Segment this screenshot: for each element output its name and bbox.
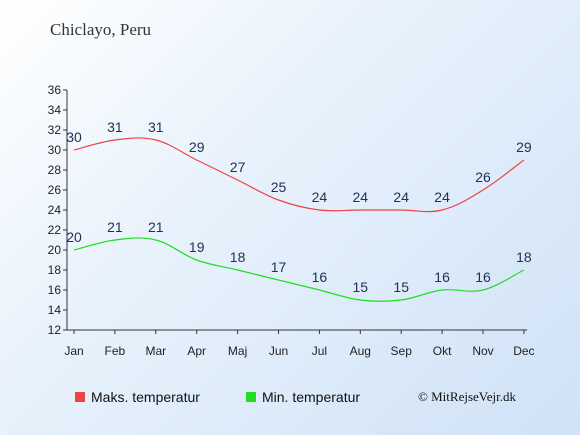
data-label-min: 20 (66, 229, 82, 245)
legend-max: Maks. temperatur (75, 389, 200, 405)
y-tick-label: 34 (48, 103, 62, 117)
data-label-min: 16 (434, 269, 450, 285)
series-line-max (73, 137, 525, 213)
data-label-min: 16 (475, 269, 491, 285)
series-lines (73, 137, 525, 302)
data-label-min: 21 (148, 219, 164, 235)
y-tick-label: 32 (48, 123, 62, 137)
data-label-max: 24 (353, 189, 369, 205)
y-tick-label: 26 (48, 183, 62, 197)
x-tick-label: Dec (513, 344, 534, 358)
data-labels: 30 31 31 29 27 25 24 24 24 24 26 29 20 21 21 19 18 17 16 15… (66, 119, 532, 295)
x-tick-label: Sep (391, 344, 413, 358)
x-tick-label: Apr (187, 344, 206, 358)
legend-min: Min. temperatur (246, 389, 360, 405)
y-tick-label: 18 (48, 263, 62, 277)
x-tick-label: Jun (269, 344, 288, 358)
data-label-min: 18 (516, 249, 532, 265)
y-tick-label: 14 (48, 303, 62, 317)
x-tick-label: Jan (64, 344, 83, 358)
legend-min-swatch (246, 392, 256, 402)
data-label-max: 29 (189, 139, 205, 155)
data-label-max: 30 (66, 129, 82, 145)
y-tick-label: 12 (48, 323, 62, 337)
data-label-max: 29 (516, 139, 532, 155)
data-label-min: 17 (271, 259, 287, 275)
data-label-min: 19 (189, 239, 205, 255)
data-label-max: 24 (434, 189, 450, 205)
y-tick-label: 24 (48, 203, 62, 217)
data-label-min: 18 (230, 249, 246, 265)
axes: 12 14 16 18 20 22 24 26 28 30 32 34 36 Jan Feb Mar Apr Ma… (48, 83, 535, 358)
x-tick-label: Mar (145, 344, 166, 358)
y-tick-label: 16 (48, 283, 62, 297)
series-line-min (73, 237, 525, 302)
legend-min-label: Min. temperatur (262, 389, 361, 405)
data-label-max: 31 (107, 119, 123, 135)
data-label-max: 27 (230, 159, 246, 175)
x-tick-label: Okt (433, 344, 452, 358)
y-tick-label: 30 (48, 143, 62, 157)
legend-max-swatch (75, 392, 85, 402)
data-label-max: 25 (271, 179, 287, 195)
y-tick-label: 20 (48, 243, 62, 257)
x-tick-label: Maj (228, 344, 247, 358)
x-tick-label: Jul (312, 344, 327, 358)
y-tick-label: 36 (48, 83, 62, 97)
data-label-min: 16 (312, 269, 328, 285)
y-tick-label: 28 (48, 163, 62, 177)
legend-max-label: Maks. temperatur (91, 389, 200, 405)
data-label-max: 24 (312, 189, 328, 205)
copyright-text: © MitRejseVejr.dk (418, 389, 516, 404)
data-label-min: 15 (393, 279, 409, 295)
data-label-min: 21 (107, 219, 123, 235)
data-label-max: 24 (393, 189, 409, 205)
x-tick-label: Nov (472, 344, 493, 358)
data-label-max: 26 (475, 169, 491, 185)
x-tick-label: Aug (350, 344, 371, 358)
location-title: Chiclayo, Peru (50, 20, 152, 39)
data-label-min: 15 (353, 279, 369, 295)
y-tick-label: 22 (48, 223, 62, 237)
x-tick-label: Feb (105, 344, 126, 358)
data-label-max: 31 (148, 119, 164, 135)
